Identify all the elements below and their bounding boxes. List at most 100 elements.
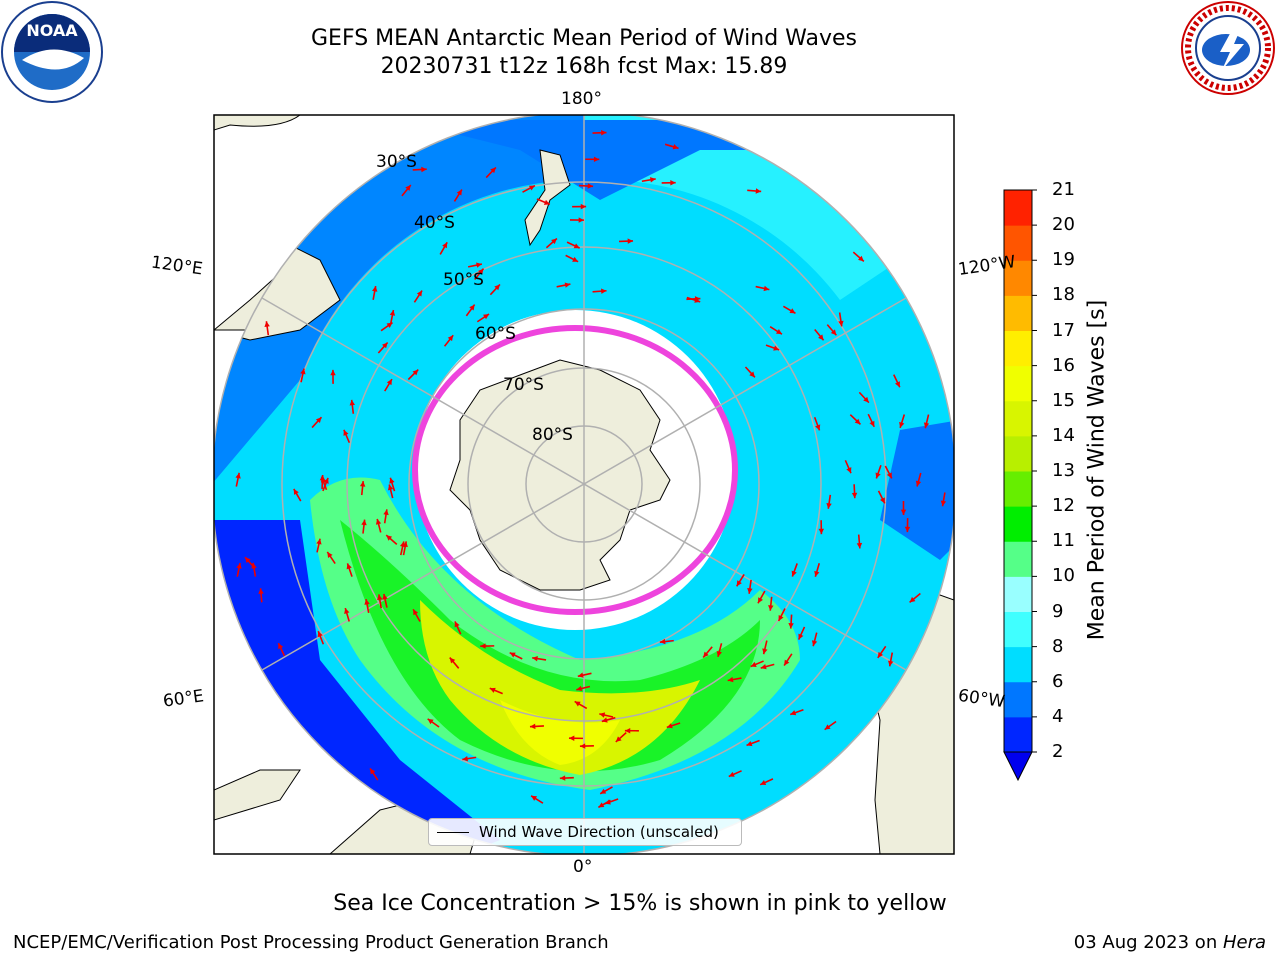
colorbar-tick-label: 21 — [1052, 179, 1075, 200]
wind-arrow-head — [627, 238, 634, 244]
colorbar-segment — [1004, 295, 1032, 331]
colorbar — [1003, 189, 1037, 782]
wind-arrow-head — [416, 290, 423, 297]
wind-arrow-head — [315, 417, 322, 424]
wind-arrow-head — [703, 651, 709, 658]
noaa-logo: NOAA — [1, 1, 103, 103]
wind-arrow-head — [856, 542, 863, 549]
wind-arrow-head — [349, 399, 356, 406]
wind-arrow-head — [573, 243, 580, 249]
footer-date: 03 Aug 2023 on Hera — [1074, 932, 1266, 953]
wind-arrow-head — [599, 712, 606, 718]
wind-arrow-head — [814, 570, 820, 577]
wind-arrow-head — [818, 528, 825, 535]
wind-arrow-head — [509, 652, 516, 658]
wind-arrow-head — [790, 710, 797, 716]
lat-label-40s: 40°S — [414, 213, 455, 233]
wind-arrow-head — [601, 717, 608, 723]
wind-arrow-head — [778, 615, 784, 622]
wind-arrow-head — [412, 369, 419, 376]
colorbar-tick-label: 17 — [1052, 319, 1075, 341]
wind-arrow-head — [389, 310, 396, 316]
graticule — [214, 115, 954, 854]
wind-arrow-head — [600, 788, 607, 794]
nws-logo — [1181, 1, 1275, 95]
wind-arrow-head — [869, 420, 875, 427]
wind-arrow-head — [784, 659, 790, 666]
wind-arrow-head — [749, 371, 755, 378]
legend-box: Wind Wave Direction (unscaled) — [428, 818, 742, 846]
wind-arrow-head — [532, 655, 538, 662]
wind-arrow-head — [564, 282, 571, 288]
wind-arrow-head — [456, 189, 462, 196]
wind-arrow-head — [886, 472, 892, 479]
wind-arrow-head — [863, 396, 869, 403]
colorbar-segment — [1004, 260, 1032, 296]
wind-arrow-head — [323, 477, 329, 484]
wind-arrow-head — [577, 672, 584, 678]
footer-machine: Hera — [1222, 932, 1266, 953]
colorbar-segment — [1004, 646, 1032, 683]
colorbar-tick-label: 6 — [1052, 670, 1064, 692]
wind-arrow-head — [245, 557, 251, 563]
wind-arrow-head — [490, 167, 496, 174]
wind-arrow-head — [382, 342, 388, 349]
colorbar-segment — [1004, 190, 1032, 226]
wind-arrow-head — [615, 736, 622, 742]
wind-arrow-head — [736, 580, 742, 587]
colorbar-tick-label: 8 — [1052, 635, 1064, 657]
wind-arrow-head — [568, 735, 575, 741]
colorbar-segment — [1004, 716, 1032, 753]
wind-arrow-head — [716, 650, 722, 657]
wind-arrow-head — [421, 166, 427, 173]
wind-arrow-head — [364, 599, 370, 605]
wind-arrow-head — [900, 509, 907, 515]
wind-arrow-head — [694, 297, 701, 303]
wind-arrow-head — [788, 623, 794, 629]
wind-arrow-head — [447, 335, 454, 342]
wind-arrow-head — [236, 562, 242, 569]
wind-arrow-head — [387, 484, 394, 491]
wind-arrow-head — [604, 799, 611, 805]
wind-arrow-head — [666, 723, 673, 729]
wind-arrow-head — [854, 418, 861, 425]
wind-arrow-head — [598, 802, 605, 808]
footer-credit: NCEP/EMC/Verification Post Processing Pr… — [13, 932, 609, 953]
landmass — [214, 769, 301, 821]
lat-label-60s: 60°S — [475, 324, 516, 344]
wind-arrow-head — [377, 594, 383, 601]
wind-arrow-head — [574, 701, 581, 707]
chart-title: GEFS MEAN Antarctic Mean Period of Wind … — [311, 26, 857, 51]
colorbar-segment — [1004, 400, 1032, 437]
wind-arrow-head — [251, 562, 257, 569]
colorbar-segment — [1004, 435, 1032, 472]
wind-arrow-head — [476, 262, 482, 268]
wind-arrow-head — [760, 664, 767, 670]
wind-arrow-head — [346, 563, 352, 570]
colorbar-tick-label: 4 — [1052, 705, 1064, 727]
colorbar-tick-label: 2 — [1052, 741, 1064, 762]
colorbar-tick-label: 19 — [1052, 249, 1075, 271]
wind-arrow-head — [531, 795, 538, 801]
wind-arrow-head — [319, 475, 326, 481]
wind-arrow-head — [370, 768, 376, 775]
wind-arrow-head — [529, 723, 536, 730]
colorbar-extend-triangle — [1003, 751, 1033, 782]
colorbar-tick-label: 10 — [1052, 565, 1075, 587]
colorbar-tick-label: 9 — [1052, 600, 1064, 622]
colorbar-segment — [1004, 506, 1032, 542]
wind-arrow-head — [826, 503, 832, 509]
wind-arrow-head — [442, 242, 448, 249]
colorbar-segment — [1004, 611, 1032, 648]
wind-arrow-head — [940, 500, 947, 507]
svg-text:NOAA: NOAA — [26, 21, 78, 40]
wind-arrow-head — [877, 651, 884, 658]
colorbar-tick-label: 18 — [1052, 284, 1075, 306]
wind-arrow-head — [375, 518, 382, 525]
wind-arrow-head — [815, 424, 821, 431]
wind-arrow-head — [747, 588, 753, 594]
wind-arrow-head — [601, 288, 607, 294]
wind-arrow-head — [904, 526, 911, 533]
wind-arrow-head — [824, 724, 831, 730]
wind-arrow-head — [728, 771, 735, 777]
